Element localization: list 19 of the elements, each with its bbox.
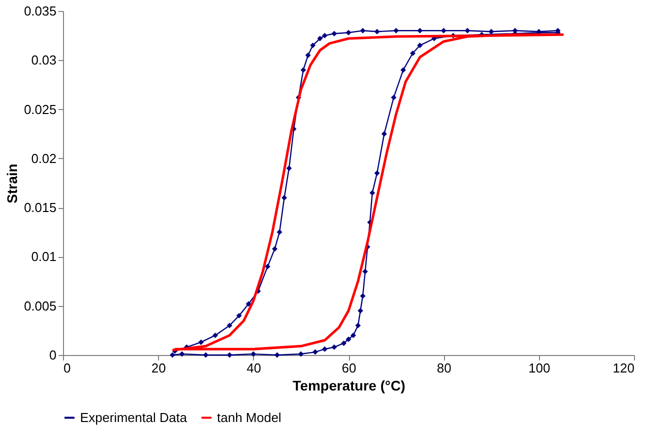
- y-axis-title: Strain: [4, 164, 20, 204]
- y-tick-label: 0.035: [24, 4, 56, 18]
- x-tick-label: 20: [151, 360, 166, 376]
- x-tick-label: 120: [612, 360, 634, 376]
- y-tick-label: 0.025: [24, 102, 56, 117]
- legend-label: Experimental Data: [80, 410, 188, 425]
- y-tick-label: 0.01: [31, 249, 56, 264]
- x-tick-label: 100: [528, 360, 550, 376]
- y-tick-label: 0.03: [31, 52, 56, 68]
- legend-label: tanh Model: [217, 410, 282, 425]
- x-tick-label: 40: [246, 360, 262, 376]
- y-tick-label: 0.015: [24, 200, 56, 216]
- x-axis-title: Temperature (°C): [292, 378, 406, 394]
- x-tick-label: 0: [64, 360, 71, 376]
- y-tick-label: 0: [49, 348, 56, 362]
- x-tick-label: 60: [342, 360, 356, 376]
- y-tick-label: 0.005: [24, 298, 56, 314]
- y-tick-label: 0.02: [31, 150, 56, 166]
- x-tick-label: 80: [436, 360, 452, 376]
